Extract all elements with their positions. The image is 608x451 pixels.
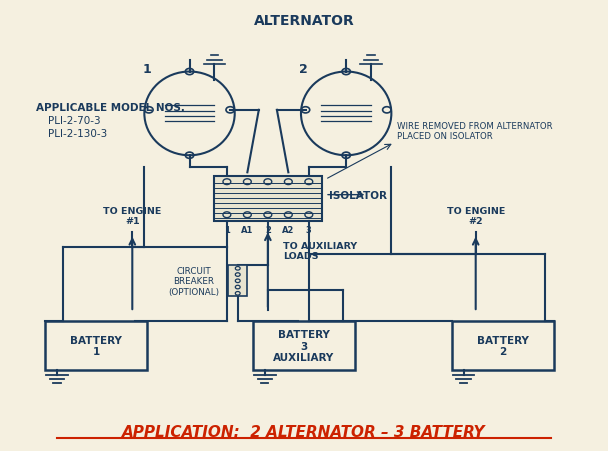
Text: A1: A1 — [241, 226, 254, 235]
Text: 3: 3 — [306, 226, 312, 235]
Text: CIRCUIT
BREAKER
(OPTIONAL): CIRCUIT BREAKER (OPTIONAL) — [168, 266, 219, 296]
Text: 1: 1 — [142, 63, 151, 75]
Text: BATTERY
3
AUXILIARY: BATTERY 3 AUXILIARY — [274, 329, 334, 362]
Text: A2: A2 — [282, 226, 294, 235]
Text: TO ENGINE
#1: TO ENGINE #1 — [103, 206, 162, 226]
Text: 2: 2 — [265, 226, 271, 235]
Text: APPLICABLE MODEL NOS.: APPLICABLE MODEL NOS. — [36, 102, 185, 112]
Text: ISOLATOR: ISOLATOR — [330, 190, 387, 200]
Text: TO AUXILIARY
LOADS: TO AUXILIARY LOADS — [283, 241, 357, 260]
Text: APPLICATION:  2 ALTERNATOR – 3 BATTERY: APPLICATION: 2 ALTERNATOR – 3 BATTERY — [122, 424, 486, 439]
Text: 2: 2 — [299, 63, 308, 75]
Text: 1: 1 — [224, 226, 230, 235]
Bar — [45, 321, 147, 370]
Bar — [452, 321, 554, 370]
Text: ALTERNATOR: ALTERNATOR — [254, 14, 354, 28]
Text: WIRE REMOVED FROM ALTERNATOR
PLACED ON ISOLATOR: WIRE REMOVED FROM ALTERNATOR PLACED ON I… — [398, 121, 553, 141]
Text: BATTERY
1: BATTERY 1 — [70, 335, 122, 357]
Bar — [228, 266, 247, 297]
Text: PLI-2-70-3: PLI-2-70-3 — [48, 116, 100, 126]
Text: PLI-2-130-3: PLI-2-130-3 — [48, 129, 107, 139]
Bar — [213, 176, 322, 221]
Text: BATTERY
2: BATTERY 2 — [477, 335, 529, 357]
Bar — [253, 321, 355, 370]
Text: TO ENGINE
#2: TO ENGINE #2 — [446, 206, 505, 226]
